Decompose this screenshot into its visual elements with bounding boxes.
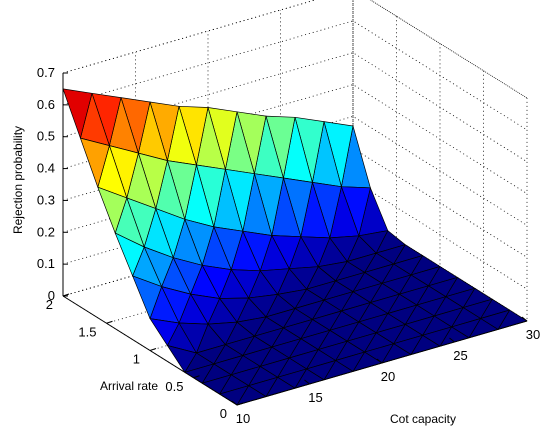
x-tick-label: 15	[308, 390, 322, 405]
surface-facet	[80, 137, 110, 188]
tick-labels: 0 0.1 0.2 0.3 0.4 0.5 0.6 0.7 0 0.5 1 1.5 2 10 15 20 25 3…	[37, 65, 540, 426]
x-tick	[231, 400, 238, 406]
y-tick	[149, 348, 157, 351]
z-tick-label: 0.6	[37, 97, 55, 112]
y-tick-label: 0	[220, 406, 227, 421]
x-tick	[521, 316, 528, 322]
z-tick-label: 0	[48, 288, 55, 303]
y-tick	[106, 320, 113, 324]
surface-facet	[114, 232, 145, 277]
box-edge	[369, 0, 528, 99]
z-tick-label: 0.4	[37, 161, 55, 176]
y-tick	[193, 375, 200, 379]
z-tick-label: 0.7	[37, 65, 55, 80]
y-axis-title: Arrival rate	[100, 379, 158, 393]
z-tick-label: 0.5	[37, 129, 55, 144]
tick-marks	[62, 72, 528, 406]
z-tick-label: 0.1	[37, 256, 55, 271]
surface-mesh	[62, 88, 528, 406]
surface-facet	[97, 186, 128, 234]
x-tick	[449, 337, 455, 343]
z-axis-title: Rejection probability	[11, 126, 25, 234]
x-tick-label: 30	[526, 327, 540, 342]
surface-facet	[149, 318, 180, 346]
x-tick-label: 20	[381, 369, 395, 384]
y-tick-label: 0.5	[165, 379, 183, 394]
y-tick-label: 2	[46, 297, 53, 312]
z-tick-label: 0.3	[37, 192, 55, 207]
y-tick-label: 1	[133, 352, 140, 367]
x-tick	[304, 379, 310, 385]
box-edge	[62, 0, 317, 74]
x-tick-label: 25	[453, 348, 467, 363]
grid-line	[62, 20, 528, 131]
x-tick-label: 10	[236, 411, 250, 426]
x-tick	[376, 358, 383, 364]
surface-facet	[167, 345, 197, 373]
grid-line	[62, 0, 528, 99]
x-axis-title: Cot capacity	[390, 412, 456, 426]
y-tick	[236, 402, 244, 406]
y-tick-label: 1.5	[78, 324, 96, 339]
surface-facet	[132, 275, 162, 319]
surface-facet	[62, 88, 93, 139]
z-tick-label: 0.2	[37, 224, 55, 239]
y-tick	[62, 293, 70, 297]
